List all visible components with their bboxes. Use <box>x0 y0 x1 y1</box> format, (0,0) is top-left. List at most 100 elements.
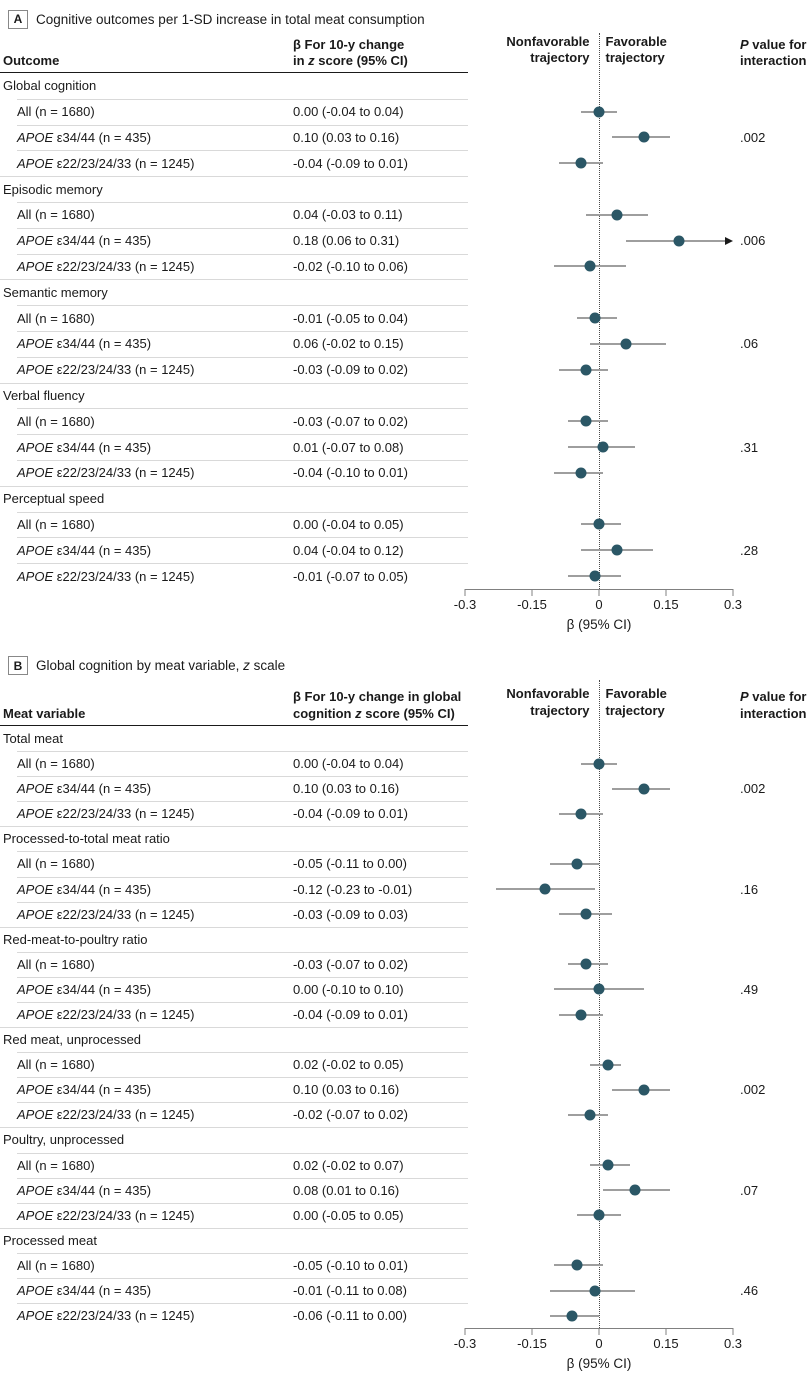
row-label: All (n = 1680) <box>17 104 95 120</box>
row-separator <box>17 876 468 878</box>
point-estimate-marker <box>593 518 605 530</box>
row-separator <box>0 1227 468 1229</box>
plot-area <box>465 434 733 460</box>
beta-estimate-text: 0.00 (-0.04 to 0.05) <box>293 516 404 532</box>
axis-tick <box>732 1328 734 1336</box>
forest-plot-cell <box>462 99 735 125</box>
row-label: All (n = 1680) <box>17 516 95 532</box>
group-label: Red meat, unprocessed <box>3 1032 142 1048</box>
point-estimate-marker <box>611 209 623 221</box>
plot-area <box>465 1303 733 1328</box>
x-axis-title: β (95% CI) <box>566 616 632 632</box>
row-separator <box>17 1077 468 1079</box>
point-estimate-marker <box>638 1084 650 1096</box>
row-separator <box>17 124 468 126</box>
column-headers: Outcome β For 10-y change in z score (95… <box>0 30 810 72</box>
beta-estimate-text: 0.18 (0.06 to 0.31) <box>293 233 400 249</box>
plot-area <box>465 254 733 280</box>
beta-estimate-text: -0.01 (-0.05 to 0.04) <box>293 310 408 326</box>
point-estimate-marker <box>638 131 650 143</box>
forest-plot-cell <box>462 202 735 228</box>
column-headers: Meat variable β For 10-y change in globa… <box>0 677 810 725</box>
point-estimate-marker <box>575 157 587 169</box>
row-label: All (n = 1680) <box>17 310 95 326</box>
point-estimate-marker <box>593 983 605 995</box>
table-row: All (n = 1680) 0.04 (-0.03 to 0.11) <box>0 201 810 228</box>
forest-plot-cell <box>462 1178 735 1203</box>
row-label: APOE ε22/23/24/33 (n = 1245) <box>17 806 195 822</box>
forest-plot-cell <box>462 1002 735 1027</box>
group-header-row: Verbal fluency <box>0 382 810 409</box>
zero-reference-line <box>599 679 600 1329</box>
axis-tick <box>531 1328 533 1336</box>
x-axis-tick-labels: -0.3 -0.15 0 0.15 0.3 <box>454 1336 742 1353</box>
panel-letter-badge: B <box>8 656 28 676</box>
plot-area <box>465 150 733 176</box>
point-estimate-marker <box>575 467 587 479</box>
row-separator <box>0 176 468 178</box>
group-header-row: Semantic memory <box>0 279 810 305</box>
table-and-plot-area: Outcome β For 10-y change in z score (95… <box>0 30 810 589</box>
plot-area <box>465 408 733 434</box>
point-estimate-marker <box>571 1259 583 1271</box>
group-header-row: Episodic memory <box>0 176 810 202</box>
group-header-row: Processed meat <box>0 1227 810 1253</box>
row-label: APOE ε22/23/24/33 (n = 1245) <box>17 465 195 481</box>
point-estimate-marker <box>580 908 592 920</box>
forest-plot-cell <box>462 460 735 486</box>
forest-plot-cell <box>462 851 735 876</box>
forest-plot-cell <box>462 228 735 254</box>
point-estimate-marker <box>597 441 609 453</box>
group-label: Global cognition <box>3 78 97 94</box>
table-row: APOE ε22/23/24/33 (n = 1245) -0.04 (-0.09… <box>0 1001 810 1027</box>
row-separator <box>17 851 468 853</box>
row-label: APOE ε22/23/24/33 (n = 1245) <box>17 155 195 171</box>
group-label: Semantic memory <box>3 284 108 300</box>
table-row: APOE ε22/23/24/33 (n = 1245) -0.01 (-0.07… <box>0 563 810 589</box>
table-row: APOE ε22/23/24/33 (n = 1245) -0.04 (-0.10… <box>0 459 810 486</box>
point-estimate-marker <box>571 858 583 870</box>
row-label: APOE ε34/44 (n = 435) <box>17 1283 152 1299</box>
table-row: APOE ε22/23/24/33 (n = 1245) -0.06 (-0.11… <box>0 1303 810 1328</box>
plot-column-header: Nonfavorable trajectory Favorable trajec… <box>462 677 735 722</box>
point-estimate-marker <box>566 1310 578 1322</box>
axis-tick-label: 0.15 <box>653 596 679 612</box>
row-separator <box>17 98 468 100</box>
row-separator <box>17 1202 468 1204</box>
row-separator <box>17 951 468 953</box>
row-separator <box>17 1152 468 1154</box>
row-label: All (n = 1680) <box>17 1257 95 1273</box>
plot-area <box>465 460 733 486</box>
row-separator <box>17 408 468 410</box>
group-label: Perceptual speed <box>3 491 105 507</box>
axis-tick-label: 0.3 <box>723 1336 743 1352</box>
forest-plot-cell <box>462 305 735 331</box>
group-header-row: Red-meat-to-poultry ratio <box>0 926 810 952</box>
table-row: All (n = 1680) 0.00 (-0.04 to 0.05) <box>0 511 810 538</box>
row-label: APOE ε34/44 (n = 435) <box>17 439 152 455</box>
forest-plot-cell <box>462 977 735 1002</box>
forest-plot-cell <box>462 952 735 977</box>
group-label: Processed meat <box>3 1232 97 1248</box>
table-row: All (n = 1680) -0.01 (-0.05 to 0.04) <box>0 305 810 331</box>
plot-area <box>465 331 733 357</box>
plot-area <box>465 512 733 538</box>
forest-plot-cell <box>462 331 735 357</box>
table-row: All (n = 1680) -0.05 (-0.11 to 0.00) <box>0 851 810 876</box>
axis-tick <box>464 1328 466 1336</box>
beta-estimate-text: 0.00 (-0.10 to 0.10) <box>293 981 404 997</box>
table-row: APOE ε22/23/24/33 (n = 1245) -0.03 (-0.09… <box>0 901 810 927</box>
plot-area <box>465 125 733 151</box>
meat-variable-column-header: Meat variable <box>3 705 86 721</box>
group-header-row: Poultry, unprocessed <box>0 1127 810 1152</box>
forest-plot-cell <box>462 408 735 434</box>
group-header-row: Perceptual speed <box>0 485 810 512</box>
row-separator <box>0 382 468 384</box>
axis-tick <box>665 1328 667 1336</box>
beta-column-header: β For 10-y change in z score (95% CI) <box>293 36 408 68</box>
group-label: Processed-to-total meat ratio <box>3 831 170 847</box>
axis-tick-label: 0.15 <box>653 1336 679 1352</box>
point-estimate-marker <box>602 1059 614 1071</box>
p-value: .28 <box>740 542 759 558</box>
p-value: .31 <box>740 439 759 455</box>
